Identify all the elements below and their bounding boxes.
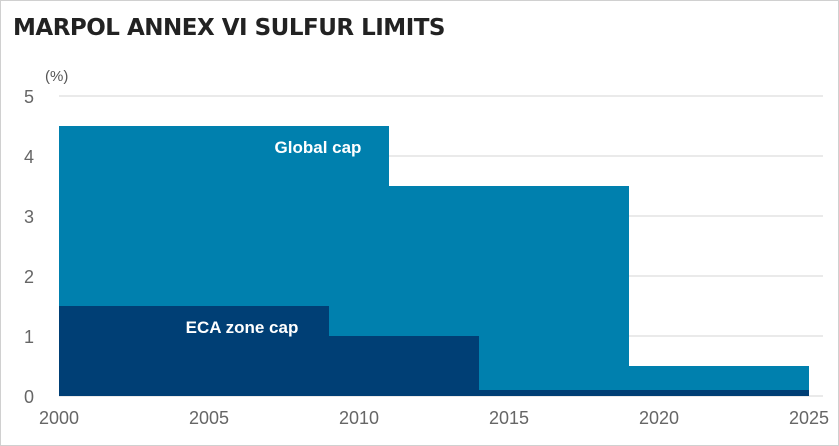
y-axis-label: (%) bbox=[45, 68, 68, 85]
y-tick-label: 0 bbox=[24, 387, 34, 407]
y-tick-label: 5 bbox=[24, 87, 34, 107]
y-tick-label: 4 bbox=[24, 147, 34, 167]
step-bar-eca-zone-cap bbox=[329, 336, 479, 396]
x-tick-label: 2000 bbox=[39, 408, 79, 428]
x-tick-label: 2010 bbox=[339, 408, 379, 428]
y-tick-label: 3 bbox=[24, 207, 34, 227]
x-tick-label: 2005 bbox=[189, 408, 229, 428]
y-tick-label: 2 bbox=[24, 267, 34, 287]
series-label: ECA zone cap bbox=[186, 318, 299, 337]
x-tick-label: 2025 bbox=[789, 408, 829, 428]
x-tick-label: 2020 bbox=[639, 408, 679, 428]
series-label: Global cap bbox=[275, 138, 362, 157]
y-tick-label: 1 bbox=[24, 327, 34, 347]
chart-title: MARPOL ANNEX VI SULFUR LIMITS bbox=[13, 15, 446, 41]
x-tick-label: 2015 bbox=[489, 408, 529, 428]
step-bar-eca-zone-cap bbox=[479, 390, 809, 396]
step-bar-eca-zone-cap bbox=[59, 306, 329, 396]
